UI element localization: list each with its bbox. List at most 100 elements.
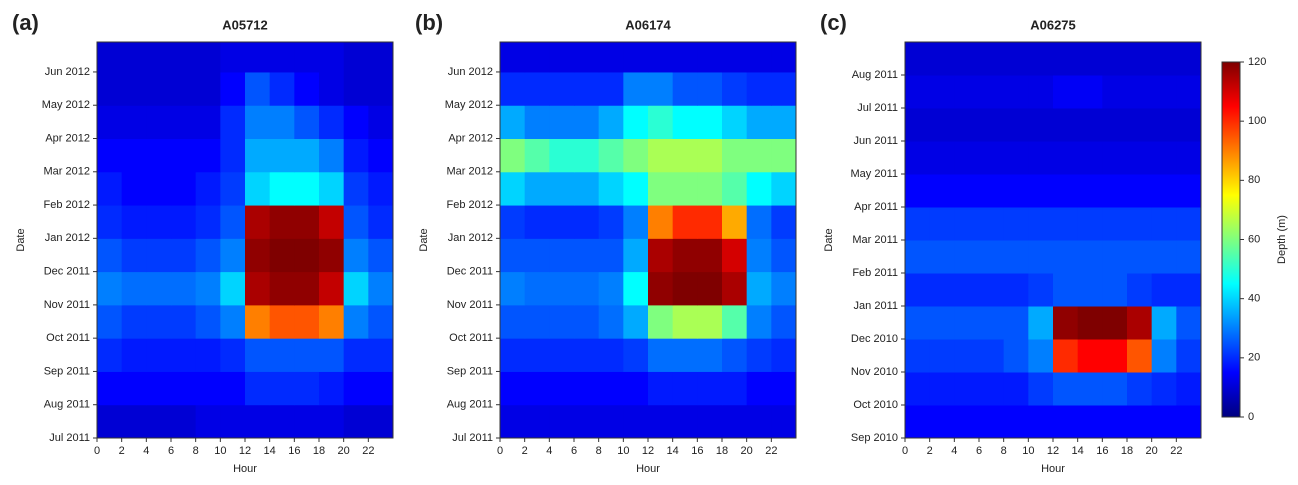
y-axis-label: Date (823, 228, 835, 251)
colorbar-tick-label: 60 (1248, 233, 1260, 245)
y-tick-label: Oct 2011 (46, 332, 90, 344)
heat-cell (97, 404, 123, 439)
heat-cell (549, 205, 575, 239)
heat-cell (269, 105, 295, 140)
heat-cell (1077, 108, 1103, 142)
heat-cell (269, 338, 295, 372)
x-tick-label: 18 (313, 445, 325, 457)
heat-cell (1077, 207, 1103, 241)
heat-cell (648, 71, 674, 106)
heat-cell (368, 42, 394, 73)
x-tick-label: 0 (497, 445, 503, 457)
heat-cell (195, 71, 221, 106)
x-tick-label: 16 (1096, 445, 1108, 457)
heat-cell (195, 138, 221, 173)
heat-cell (623, 105, 649, 140)
heat-cell (954, 372, 980, 406)
heat-cell (343, 105, 369, 140)
x-tick-label: 6 (571, 445, 577, 457)
heat-cell (195, 238, 221, 273)
heat-cell (954, 108, 980, 142)
panel-label: (b) (415, 10, 443, 35)
heat-cell (598, 42, 624, 73)
heat-cell (524, 404, 550, 439)
heat-cell (524, 42, 550, 73)
heat-cell (722, 171, 748, 206)
heat-cell (623, 271, 649, 306)
heat-cell (905, 306, 931, 340)
y-tick-label: Feb 2012 (447, 199, 493, 211)
y-tick-label: Mar 2011 (852, 234, 898, 246)
heat-cell (746, 338, 772, 372)
heat-cell (343, 404, 369, 439)
heat-cell (368, 371, 394, 406)
heat-cell (598, 404, 624, 439)
y-tick-label: Oct 2011 (449, 332, 493, 344)
heat-cell (269, 138, 295, 173)
heat-cell (549, 171, 575, 206)
heat-cell (954, 42, 980, 76)
heat-cell (549, 404, 575, 439)
heat-cell (549, 238, 575, 273)
heat-cell (672, 138, 698, 173)
heat-cell (648, 42, 674, 73)
heat-cell (905, 339, 931, 373)
x-tick-label: 6 (976, 445, 982, 457)
heat-cell (1102, 339, 1128, 373)
heat-cell (1053, 174, 1079, 208)
heat-cell (146, 105, 172, 140)
heat-cell (929, 207, 955, 241)
heat-cell (574, 238, 600, 273)
heat-cell (598, 371, 624, 406)
heat-cell (1003, 240, 1029, 274)
heat-cell (97, 304, 123, 339)
heat-cell (500, 371, 526, 406)
heat-cell (97, 171, 123, 206)
heat-cell (343, 42, 369, 73)
heat-cell (648, 171, 674, 206)
heat-cell (368, 105, 394, 140)
heat-cell (121, 71, 147, 106)
y-tick-label: Sep 2011 (44, 365, 90, 377)
heat-cell (905, 372, 931, 406)
heat-cell (672, 42, 698, 73)
x-tick-label: 4 (143, 445, 149, 457)
heat-cell (171, 42, 197, 73)
heat-cell (598, 304, 624, 339)
x-tick-label: 20 (338, 445, 350, 457)
heat-cell (343, 338, 369, 372)
heat-cell (121, 371, 147, 406)
y-tick-label: Feb 2011 (852, 267, 898, 279)
heat-cell (746, 171, 772, 206)
heat-cell (979, 174, 1005, 208)
heat-cell (979, 405, 1005, 439)
heat-cell (1053, 141, 1079, 175)
heat-cell (1053, 405, 1079, 439)
heat-cell (524, 304, 550, 339)
heat-cell (672, 304, 698, 339)
heat-cell (979, 372, 1005, 406)
heat-cell (1151, 174, 1177, 208)
heat-cell (697, 304, 723, 339)
heat-cell (746, 105, 772, 140)
y-tick-label: Apr 2011 (854, 201, 898, 213)
x-axis-label: Hour (1041, 463, 1065, 475)
heat-cell (97, 338, 123, 372)
heat-cell (905, 273, 931, 307)
heat-cell (171, 371, 197, 406)
heat-cell (1028, 372, 1054, 406)
x-tick-label: 0 (94, 445, 100, 457)
heat-cell (294, 138, 320, 173)
heat-cell (220, 271, 246, 306)
heat-cell (1028, 207, 1054, 241)
y-tick-label: Jan 2012 (448, 232, 493, 244)
heat-cell (623, 205, 649, 239)
heat-cell (1151, 405, 1177, 439)
heat-cell (368, 338, 394, 372)
heat-cell (245, 404, 271, 439)
heat-cell (1028, 108, 1054, 142)
heat-cell (979, 141, 1005, 175)
heat-cell (524, 238, 550, 273)
y-tick-label: Jun 2012 (45, 66, 90, 78)
heat-cell (697, 404, 723, 439)
